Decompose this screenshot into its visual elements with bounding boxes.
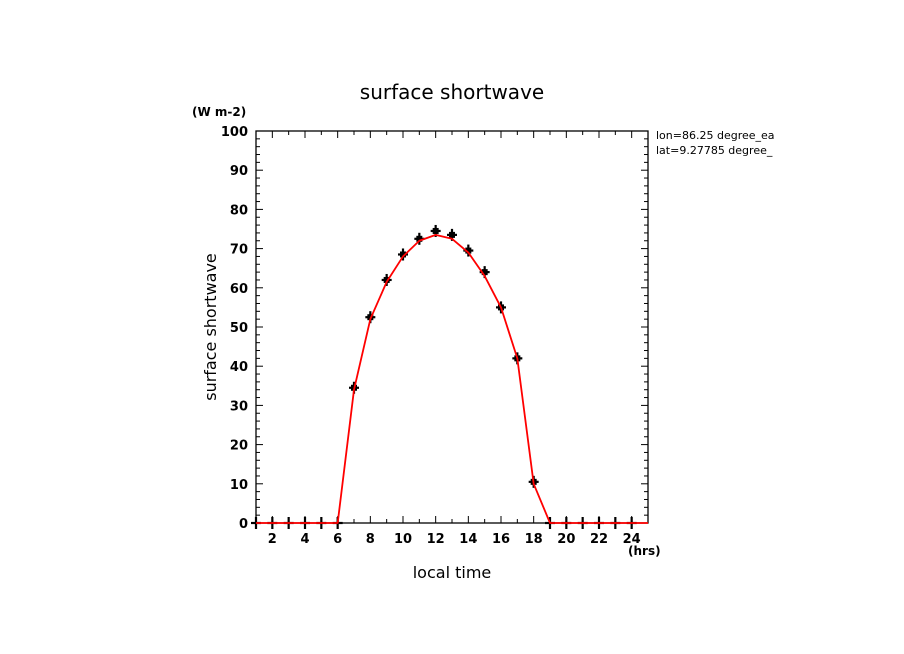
x-tick-label: 6 <box>333 532 342 547</box>
series-layer <box>251 224 648 529</box>
scatter-point-box <box>481 269 488 276</box>
scatter-point-box <box>432 227 439 234</box>
line-series <box>256 233 648 524</box>
y-tick-label: 30 <box>230 399 248 414</box>
y-tick-label: 20 <box>230 439 248 454</box>
y-unit-label: (W m-2) <box>192 105 246 119</box>
y-tick-label: 10 <box>230 478 248 493</box>
scatter-point-box <box>383 276 390 283</box>
x-tick-label: 12 <box>427 532 445 547</box>
plot-frame <box>255 130 649 524</box>
x-tick-label: 8 <box>366 532 375 547</box>
x-tick-label: 24 <box>623 532 641 547</box>
y-tick-label: 60 <box>230 282 248 297</box>
axis-ticks <box>255 130 649 524</box>
axis-tick-labels: 2 4 6 8 10 12 14 16 18 20 22 2401020304050607080901… <box>221 125 641 547</box>
annotation-lon: lon=86.25 degree_ea <box>656 129 775 142</box>
y-axis-label: surface shortwave <box>201 253 220 401</box>
scatter-series <box>251 224 637 529</box>
x-tick-label: 22 <box>590 532 608 547</box>
x-tick-label: 10 <box>394 532 412 547</box>
y-tick-label: 90 <box>230 164 248 179</box>
x-tick-label: 20 <box>557 532 575 547</box>
scatter-point-box <box>465 247 472 254</box>
x-tick-label: 4 <box>300 532 309 547</box>
y-tick-label: 50 <box>230 321 248 336</box>
scatter-point-box <box>416 235 423 242</box>
annotation-lat: lat=9.27785 degree_ <box>656 144 773 157</box>
scatter-point-box <box>400 251 406 258</box>
chart-title: surface shortwave <box>360 80 544 104</box>
x-axis-label: local time <box>413 563 492 582</box>
x-tick-label: 18 <box>525 532 543 547</box>
x-tick-label: 16 <box>492 532 510 547</box>
x-tick-label: 2 <box>268 532 277 547</box>
scatter-point <box>398 248 408 261</box>
y-tick-label: 100 <box>221 125 248 140</box>
y-tick-label: 40 <box>230 360 248 375</box>
y-tick-label: 70 <box>230 243 248 258</box>
y-tick-label: 0 <box>239 517 248 532</box>
scatter-point-box <box>449 231 455 238</box>
x-unit-label: (hrs) <box>628 544 661 558</box>
x-tick-label: 14 <box>459 532 477 547</box>
y-tick-label: 80 <box>230 203 248 218</box>
